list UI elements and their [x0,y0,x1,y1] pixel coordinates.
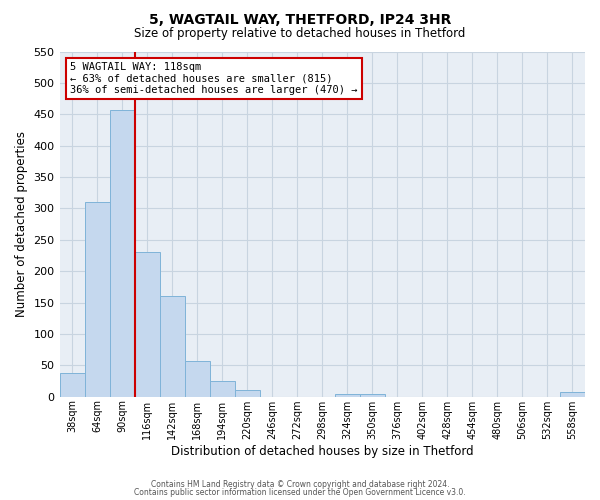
Text: 5, WAGTAIL WAY, THETFORD, IP24 3HR: 5, WAGTAIL WAY, THETFORD, IP24 3HR [149,12,451,26]
Bar [335,394,360,396]
Text: Contains public sector information licensed under the Open Government Licence v3: Contains public sector information licen… [134,488,466,497]
Bar [134,252,160,396]
Bar [160,296,185,396]
Bar [560,392,585,396]
Bar [360,394,385,396]
X-axis label: Distribution of detached houses by size in Thetford: Distribution of detached houses by size … [171,444,473,458]
Bar [85,202,110,396]
Bar [59,373,85,396]
Text: 5 WAGTAIL WAY: 118sqm
← 63% of detached houses are smaller (815)
36% of semi-det: 5 WAGTAIL WAY: 118sqm ← 63% of detached … [70,62,358,95]
Text: Size of property relative to detached houses in Thetford: Size of property relative to detached ho… [134,28,466,40]
Y-axis label: Number of detached properties: Number of detached properties [15,131,28,317]
Text: Contains HM Land Registry data © Crown copyright and database right 2024.: Contains HM Land Registry data © Crown c… [151,480,449,489]
Bar [185,361,209,396]
Bar [235,390,260,396]
Bar [209,381,235,396]
Bar [110,110,134,397]
